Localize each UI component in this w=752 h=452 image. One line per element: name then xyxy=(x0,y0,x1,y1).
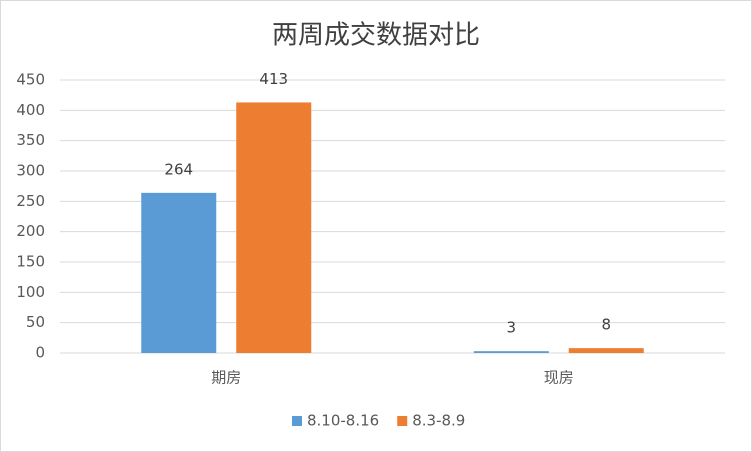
y-tick-label: 150 xyxy=(16,253,45,271)
legend-label: 8.3-8.9 xyxy=(412,412,465,430)
y-tick-label: 0 xyxy=(35,344,45,362)
bar xyxy=(568,348,644,353)
y-tick-label: 450 xyxy=(16,71,45,89)
bar xyxy=(141,192,217,353)
y-tick-label: 400 xyxy=(16,101,45,119)
bar xyxy=(473,351,549,353)
y-tick-label: 50 xyxy=(26,313,45,331)
x-tick-label: 期房 xyxy=(211,369,241,387)
legend-swatch xyxy=(292,416,302,426)
legend-label: 8.10-8.16 xyxy=(307,412,379,430)
y-tick-label: 200 xyxy=(16,222,45,240)
data-label: 413 xyxy=(259,70,288,88)
data-label: 8 xyxy=(601,316,611,334)
y-tick-label: 350 xyxy=(16,131,45,149)
data-label: 264 xyxy=(164,160,193,178)
chart-title: 两周成交数据对比 xyxy=(272,21,480,51)
y-tick-label: 300 xyxy=(16,162,45,180)
y-tick-label: 250 xyxy=(16,192,45,210)
legend-swatch xyxy=(397,416,408,426)
bar xyxy=(236,102,312,354)
y-tick-label: 100 xyxy=(16,283,45,301)
x-tick-label: 现房 xyxy=(544,369,574,387)
data-label: 3 xyxy=(506,319,516,337)
